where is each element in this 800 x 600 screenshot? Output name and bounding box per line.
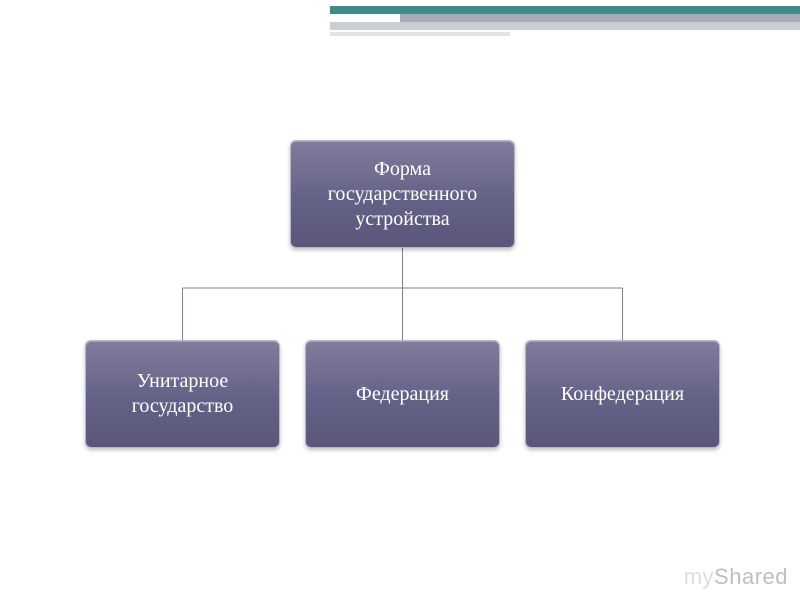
slide: Форма государственного устройства Унитарн… (0, 0, 800, 600)
watermark-segment: my (684, 564, 714, 589)
watermark: myShared (684, 564, 788, 590)
tree-node-n2: Федерация (305, 340, 500, 448)
tree-edges (0, 0, 800, 600)
tree-node-n1: Унитарное государство (85, 340, 280, 448)
watermark-segment: Shared (714, 564, 788, 589)
tree-node-label: Унитарное государство (94, 369, 271, 419)
tree-node-label: Конфедерация (561, 382, 684, 407)
tree-node-label: Федерация (356, 382, 449, 407)
tree-node-root: Форма государственного устройства (290, 140, 515, 248)
tree-node-n3: Конфедерация (525, 340, 720, 448)
tree-node-label: Форма государственного устройства (299, 157, 506, 232)
